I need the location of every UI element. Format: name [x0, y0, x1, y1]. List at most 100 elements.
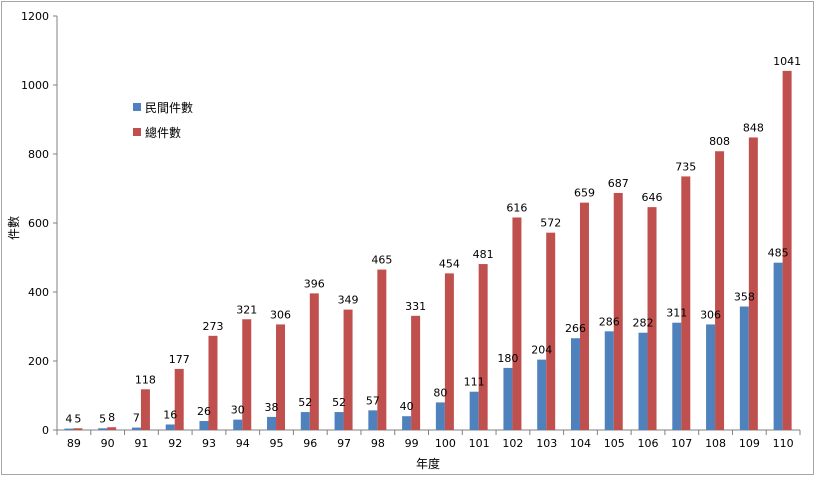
- x-tick-label: 105: [604, 437, 625, 450]
- data-label-private-89: 4: [65, 413, 72, 426]
- data-label-total-106: 646: [642, 191, 663, 204]
- bar-group: [64, 70, 792, 431]
- bar-private-108: [706, 324, 716, 430]
- data-label-private-100: 80: [433, 386, 447, 399]
- data-label-private-95: 38: [265, 401, 279, 414]
- bar-total-109: [748, 137, 758, 430]
- bar-total-89: [73, 428, 83, 430]
- data-label-private-108: 306: [700, 308, 721, 321]
- data-label-private-107: 311: [666, 307, 687, 320]
- bar-total-99: [411, 315, 421, 430]
- data-label-total-101: 481: [473, 248, 494, 261]
- bar-total-102: [512, 217, 522, 430]
- data-label-private-103: 204: [531, 344, 552, 357]
- y-tick-label: 800: [28, 148, 49, 161]
- x-tick-label: 99: [405, 437, 419, 450]
- data-label-total-107: 735: [675, 160, 696, 173]
- data-label-total-89: 5: [74, 412, 81, 425]
- data-label-total-96: 396: [304, 277, 325, 290]
- x-tick-label: 107: [671, 437, 692, 450]
- bar-total-92: [174, 368, 184, 430]
- legend-label-1: 總件數: [145, 125, 181, 140]
- x-tick-label: 103: [536, 437, 557, 450]
- bar-private-107: [672, 322, 682, 430]
- bar-total-101: [478, 264, 488, 430]
- data-label-total-90: 8: [108, 411, 115, 424]
- data-label-private-90: 5: [99, 412, 106, 425]
- bar-private-94: [233, 419, 243, 430]
- data-label-total-95: 306: [270, 308, 291, 321]
- data-label-private-98: 57: [366, 394, 380, 407]
- y-tick-label: 0: [42, 424, 49, 437]
- x-tick-label: 97: [337, 437, 351, 450]
- data-label-private-102: 180: [497, 352, 518, 365]
- bar-private-103: [537, 359, 547, 430]
- bar-private-102: [503, 367, 513, 430]
- data-label-total-93: 273: [202, 320, 223, 333]
- data-label-private-93: 26: [197, 405, 211, 418]
- bar-total-110: [782, 70, 792, 430]
- legend: 民間件數 總件數: [133, 101, 193, 140]
- data-label-private-96: 52: [298, 396, 312, 409]
- legend-label-0: 民間件數: [145, 101, 193, 115]
- y-tick-label: 200: [28, 355, 49, 368]
- data-label-total-104: 659: [574, 187, 595, 200]
- x-tick-label: 109: [739, 437, 760, 450]
- bar-private-93: [199, 421, 209, 430]
- data-label-total-103: 572: [540, 217, 561, 230]
- data-label-private-104: 266: [565, 322, 586, 335]
- bar-total-108: [715, 151, 725, 431]
- data-label-total-99: 331: [405, 300, 426, 313]
- x-tick-label: 93: [202, 437, 216, 450]
- x-tick-label: 106: [638, 437, 659, 450]
- bar-private-104: [570, 338, 580, 430]
- data-label-total-110: 1041: [773, 55, 801, 68]
- bar-private-89: [64, 428, 74, 430]
- data-label-private-105: 286: [599, 315, 620, 328]
- x-tick-label: 89: [67, 437, 81, 450]
- bar-total-100: [444, 273, 454, 430]
- data-label-private-101: 111: [464, 376, 485, 389]
- y-tick-label: 400: [28, 286, 49, 299]
- data-label-total-108: 808: [709, 135, 730, 148]
- bar-private-97: [334, 412, 344, 430]
- y-axis-title: 件數: [7, 216, 21, 240]
- data-label-private-91: 7: [133, 412, 140, 425]
- x-tick-label: 100: [435, 437, 456, 450]
- bar-total-105: [613, 192, 623, 430]
- bar-private-99: [402, 416, 412, 430]
- bar-total-98: [377, 269, 387, 430]
- x-tick-label: 98: [371, 437, 385, 450]
- bar-private-96: [300, 412, 310, 430]
- y-tick-label: 1200: [21, 10, 49, 23]
- data-label-total-92: 177: [169, 353, 190, 366]
- bar-total-94: [242, 319, 252, 430]
- data-label-total-105: 687: [608, 177, 629, 190]
- y-tick-label: 600: [28, 217, 49, 230]
- x-tick-label: 96: [303, 437, 317, 450]
- bar-total-90: [107, 427, 117, 430]
- x-axis-title: 年度: [416, 456, 440, 471]
- data-label-total-94: 321: [236, 303, 257, 316]
- data-label-private-106: 282: [633, 317, 654, 330]
- bar-total-96: [309, 293, 319, 430]
- x-tick-label: 95: [270, 437, 284, 450]
- bar-private-90: [98, 428, 108, 430]
- bar-private-95: [267, 416, 277, 430]
- x-tick-label: 91: [134, 437, 148, 450]
- data-label-private-99: 40: [400, 400, 414, 413]
- data-label-private-110: 485: [768, 247, 789, 260]
- bar-total-104: [579, 202, 589, 430]
- bar-total-107: [681, 176, 691, 430]
- bar-private-110: [773, 262, 783, 430]
- bar-private-106: [638, 332, 648, 430]
- legend-swatch-1: [133, 128, 141, 136]
- bar-total-95: [276, 324, 286, 430]
- x-tick-label: 110: [773, 437, 794, 450]
- x-tick-group: 89 90 91 92 93 94 95 96 97 98 99 100 101 102 103 104 105…: [56, 430, 801, 450]
- bar-private-109: [739, 306, 749, 430]
- y-tick-group: 0 200 400 600 800 1000 1200: [21, 10, 57, 437]
- bar-private-101: [469, 391, 479, 430]
